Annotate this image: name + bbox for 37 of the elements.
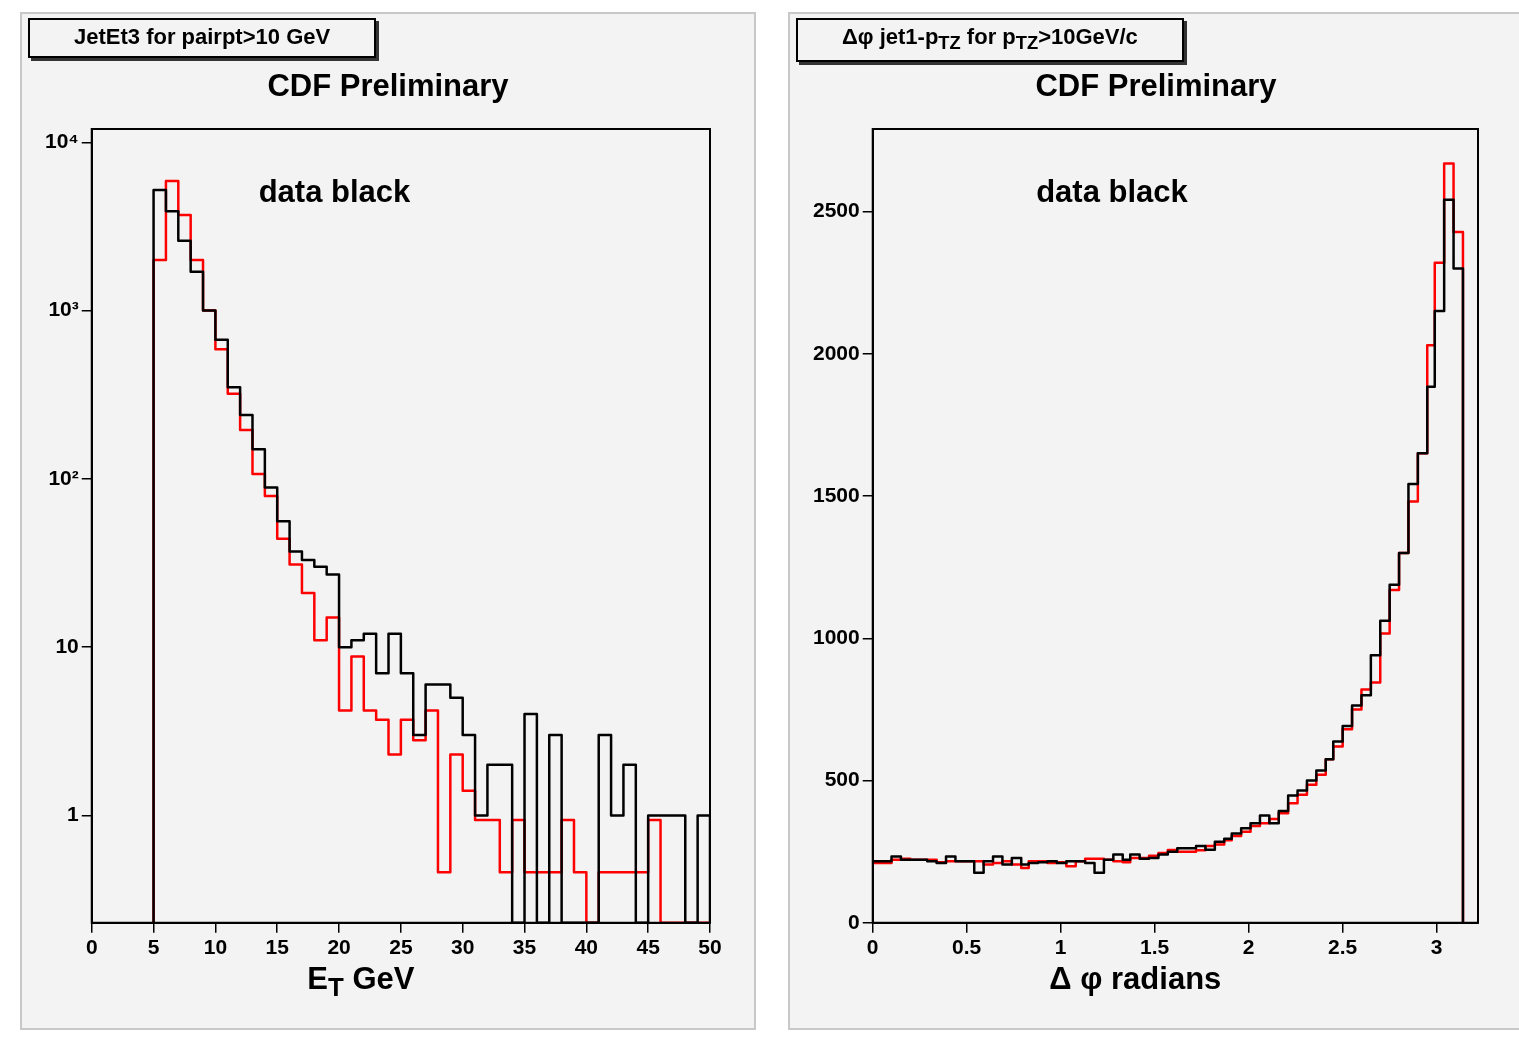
y-tick-label: 1 (67, 802, 80, 826)
x-tick-label: 2 (1242, 935, 1255, 959)
x-tick-label: 40 (574, 935, 599, 959)
y-tick-label: 2500 (813, 198, 860, 222)
x-tick-label: 20 (327, 935, 351, 959)
x-tick-label: 0 (85, 935, 98, 959)
y-tick-label: 500 (824, 767, 860, 791)
chart-subtitle: CDF Preliminary (1034, 68, 1278, 104)
chart-subtitle: CDF Preliminary (266, 68, 510, 104)
x-tick-label: 5 (147, 935, 160, 959)
y-tick-label: 10³ (48, 297, 79, 321)
x-tick-label: 0.5 (952, 935, 982, 959)
y-tick-label: 10⁴ (45, 129, 79, 153)
x-tick-label: 3 (1430, 935, 1443, 959)
annotation: data black (258, 174, 411, 210)
x-axis-title: E$_{T}$ GeV (307, 960, 415, 1002)
x-tick-label: 25 (389, 935, 413, 959)
x-tick-label: 2.5 (1328, 935, 1358, 959)
x-tick-label: 1 (1054, 935, 1067, 959)
x-tick-label: 15 (265, 935, 290, 959)
x-tick-label: 30 (451, 935, 475, 959)
y-tick-label: 10 (55, 633, 79, 657)
y-tick-label: 2000 (813, 340, 860, 364)
chart-title: JetEt3 for pairpt>10 GeV (28, 18, 377, 58)
x-tick-label: 35 (512, 935, 537, 959)
x-tick-label: 50 (698, 935, 722, 959)
x-tick-label: 1.5 (1140, 935, 1170, 959)
x-tick-label: 10 (203, 935, 228, 959)
x-tick-label: 0 (866, 935, 879, 959)
y-tick-label: 1500 (813, 482, 860, 506)
x-tick-label: 45 (636, 935, 661, 959)
y-tick-label: 10² (48, 465, 79, 489)
chart-title: Δφ jet1-p$_{TZ}$ for p$_{TZ}$>10GeV/c (796, 18, 1184, 63)
x-axis-title: Δ φ radians (1049, 960, 1222, 997)
annotation: data black (1036, 174, 1188, 210)
y-tick-label: 0 (848, 909, 860, 933)
y-tick-label: 1000 (813, 625, 860, 649)
